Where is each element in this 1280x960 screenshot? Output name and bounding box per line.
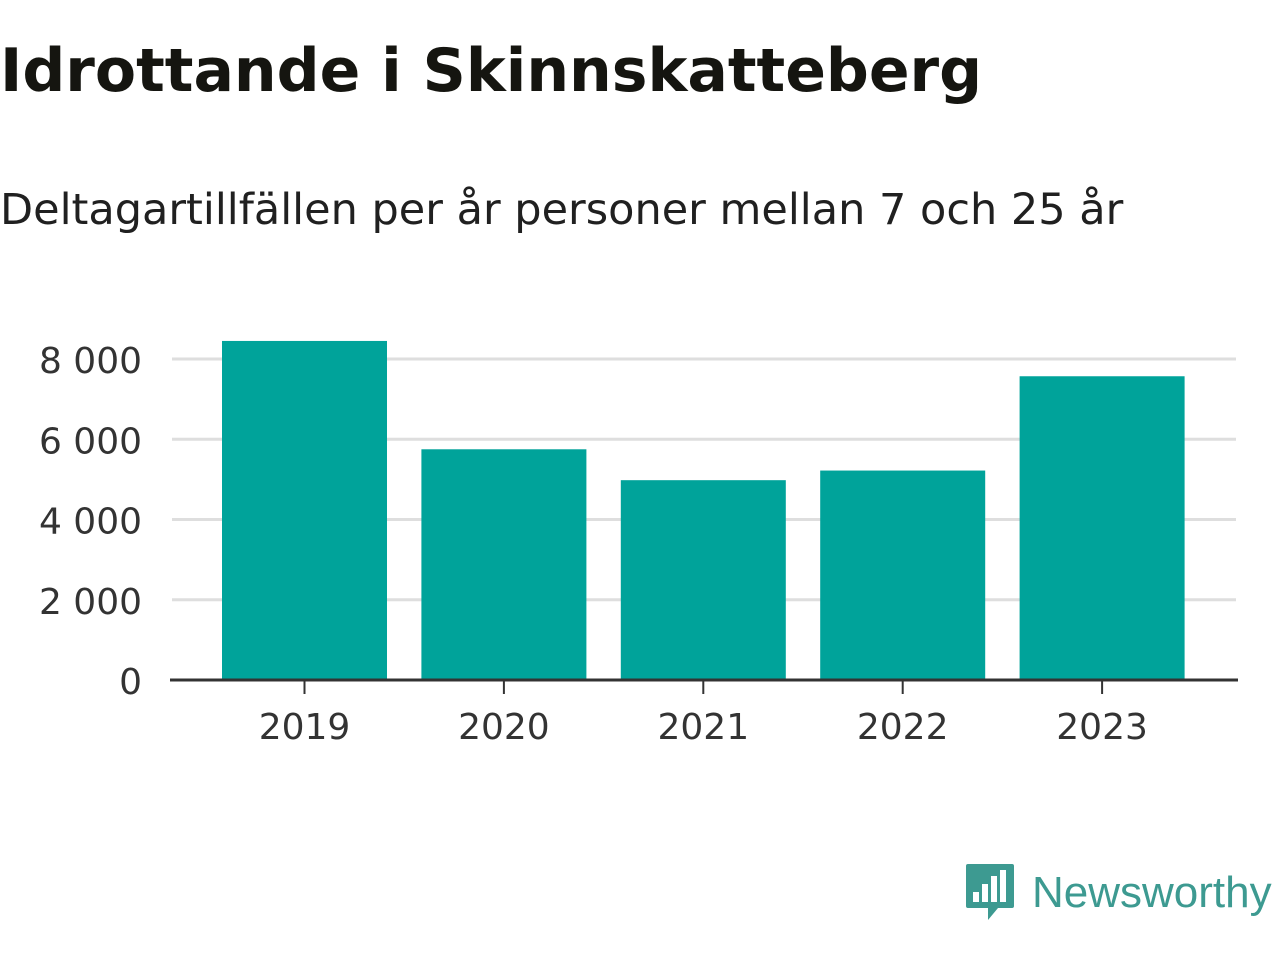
bar-2023 <box>1019 376 1185 680</box>
y-tick-label: 0 <box>119 662 142 703</box>
bar-2019 <box>222 340 387 680</box>
bars <box>222 340 1185 680</box>
bar-2020 <box>421 449 587 680</box>
y-tick-label: 2 000 <box>39 582 142 623</box>
y-tick-label: 4 000 <box>39 502 142 543</box>
chart-title: Idrottande i Skinnskatteberg <box>0 36 983 106</box>
newsworthy-logo-icon <box>966 864 1014 920</box>
x-tick-label: 2019 <box>259 707 351 748</box>
brand-name: Newsworthy <box>1032 868 1272 917</box>
x-axis <box>170 678 1238 694</box>
x-tick-label: 2023 <box>1056 707 1148 748</box>
chart-subtitle: Deltagartillfällen per år personer mella… <box>0 185 1124 235</box>
bar-2021 <box>620 480 786 680</box>
x-tick-label: 2021 <box>657 707 749 748</box>
y-tick-label: 6 000 <box>39 421 142 462</box>
newsworthy-logo: Newsworthy <box>964 862 1272 924</box>
y-axis-tick-labels: 0 2 000 4 000 6 000 8 000 <box>39 341 142 703</box>
x-tick-label: 2020 <box>458 707 550 748</box>
y-tick-label: 8 000 <box>39 341 142 382</box>
bar-2022 <box>820 470 986 680</box>
x-axis-tick-labels: 2019 2020 2021 2022 2023 <box>259 707 1148 748</box>
x-tick-label: 2022 <box>857 707 949 748</box>
